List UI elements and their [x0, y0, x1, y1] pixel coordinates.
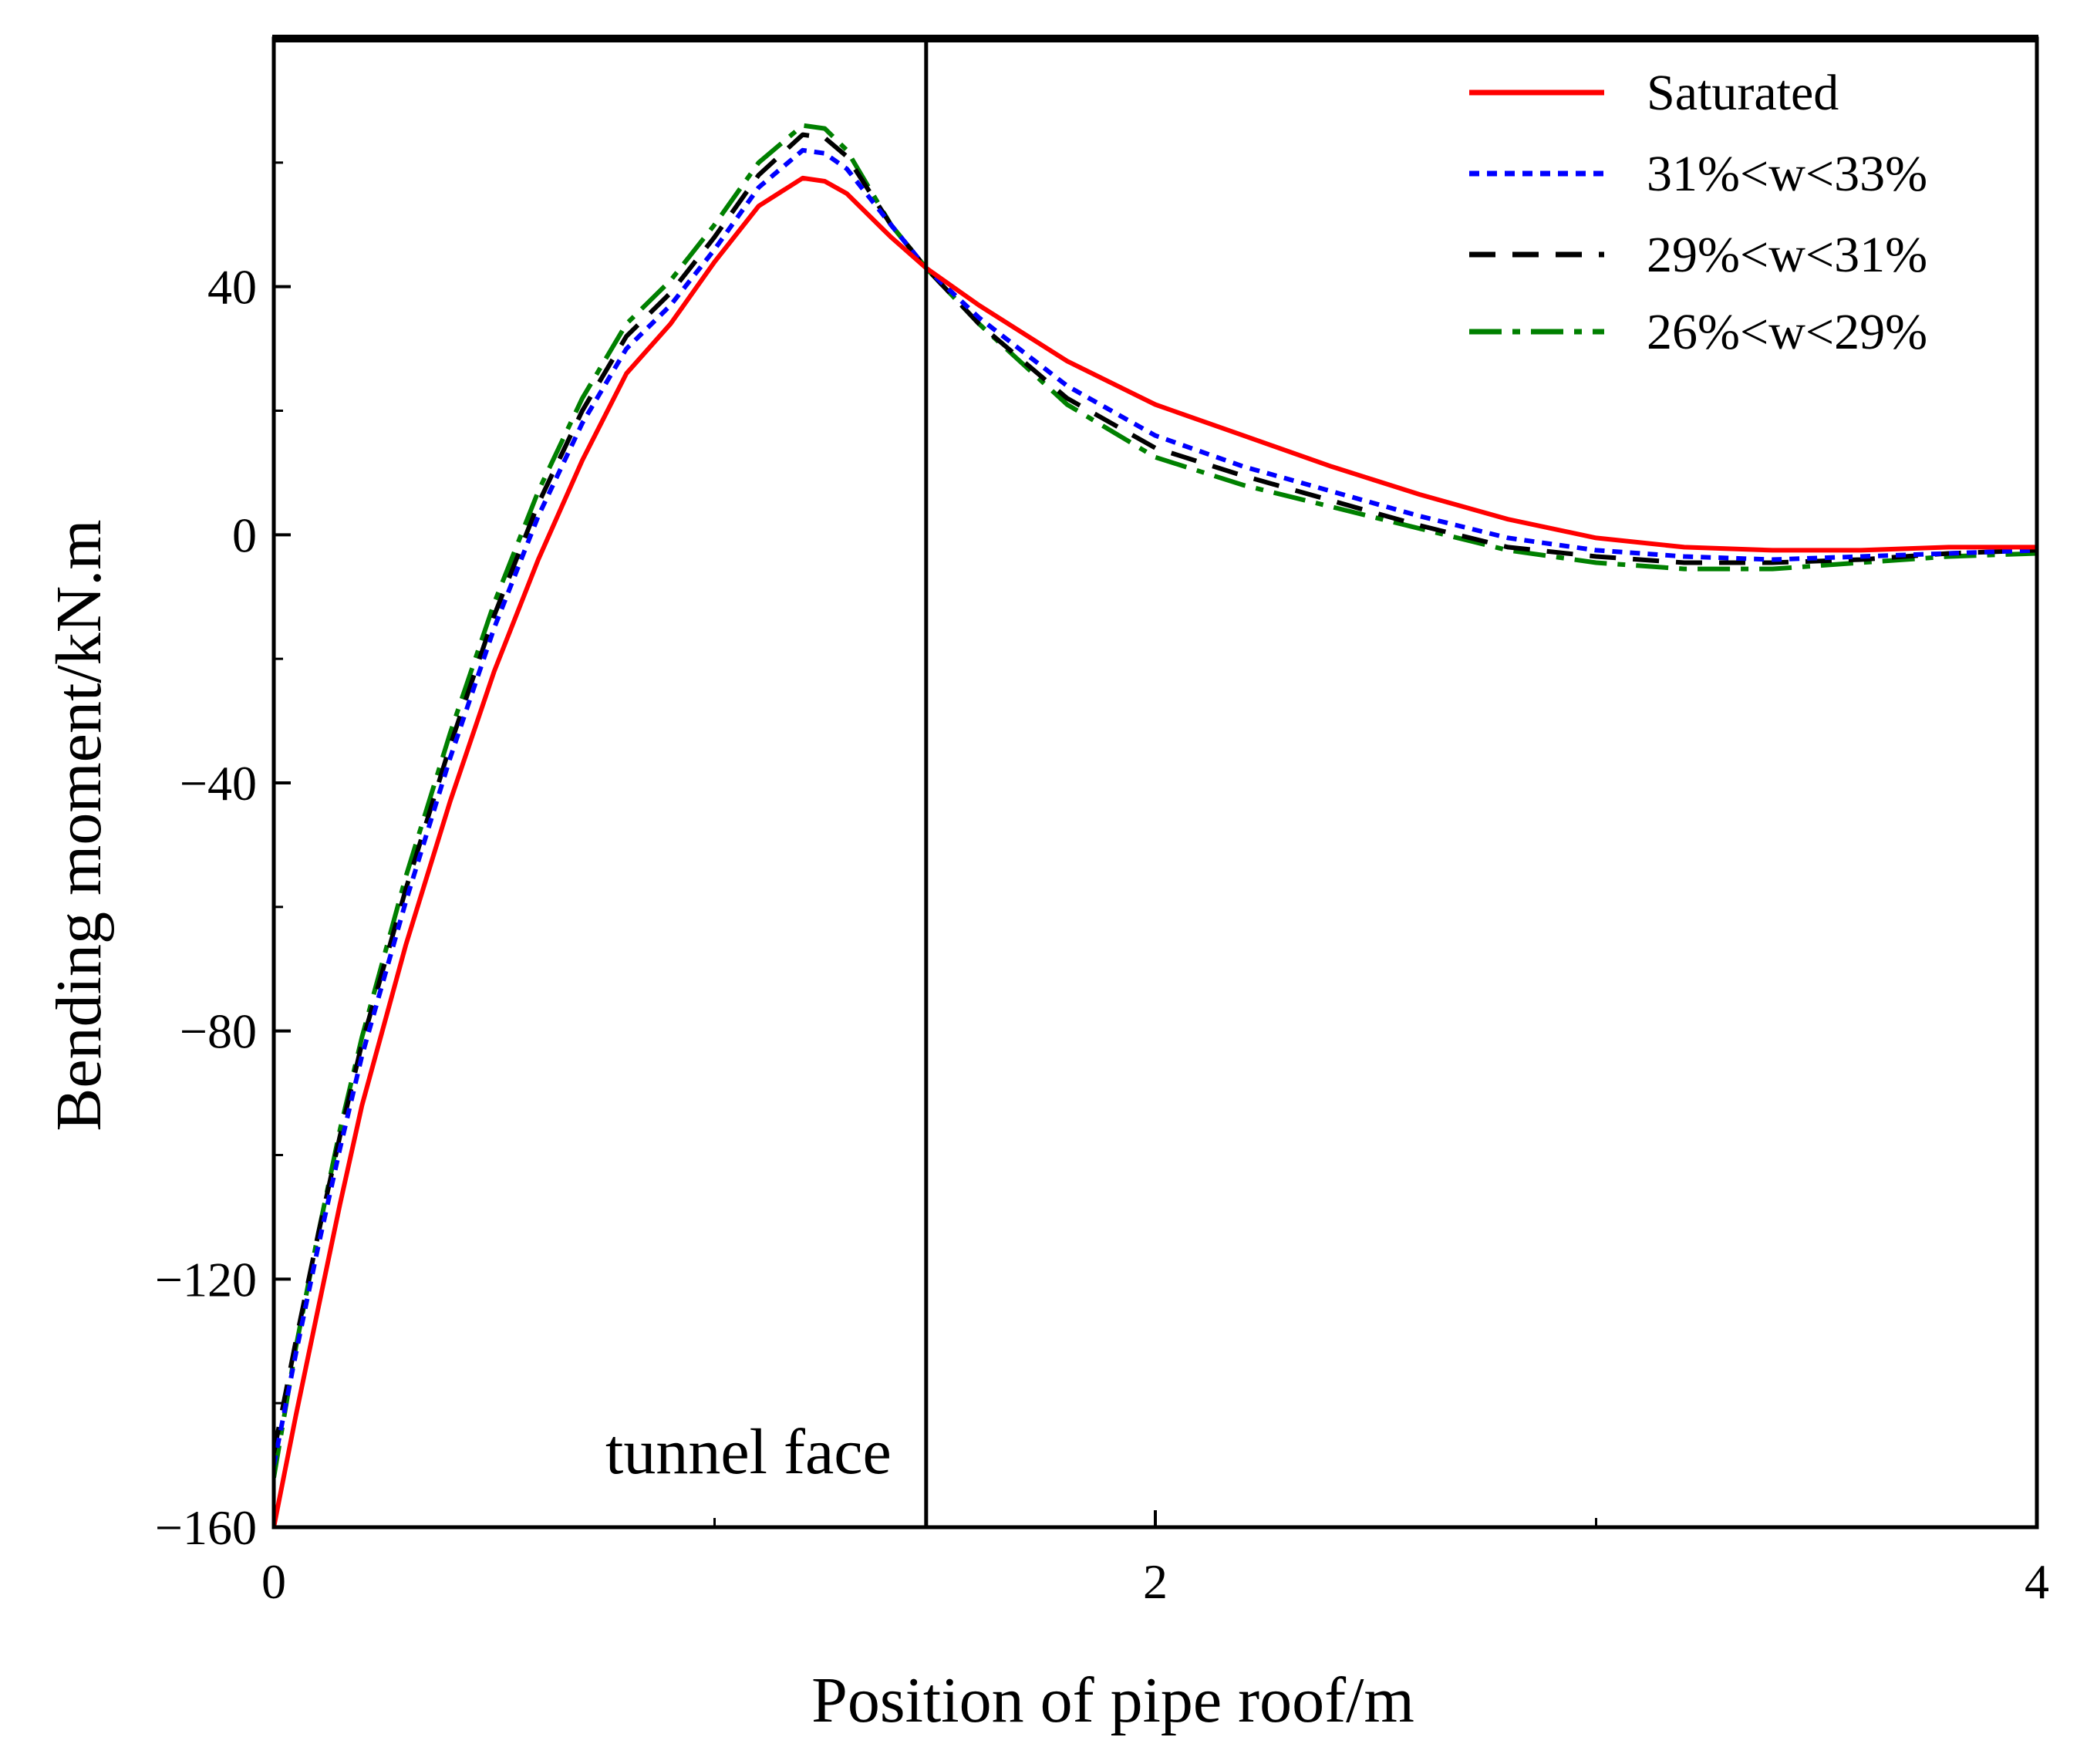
legend-label-2: 31%<w<33% [1647, 146, 1927, 202]
x-axis-title: Position of pipe roof/m [811, 1665, 1414, 1736]
legend-label-3: 29%<w<31% [1647, 227, 1927, 283]
y-tick-label: −80 [180, 1004, 257, 1059]
tunnel-face-label: tunnel face [605, 1416, 892, 1488]
legend-label-1: Saturated [1647, 65, 1839, 121]
legend: Saturated 31%<w<33% 29%<w<31% 26%<w<29% [1469, 65, 1927, 360]
y-tick-label: −40 [180, 756, 257, 811]
legend-label-4: 26%<w<29% [1647, 304, 1927, 360]
series-layer [274, 123, 2037, 1527]
y-tick-label: −160 [155, 1500, 257, 1555]
y-tick-label: −120 [155, 1252, 257, 1307]
x-tick-label: 2 [1143, 1554, 1168, 1609]
y-tick-label: 0 [232, 508, 257, 562]
plot-frame [271, 35, 2039, 1530]
annotation-layer: tunnel face [605, 39, 929, 1527]
y-axis-title: Bending moment/kN.m [43, 519, 115, 1131]
tick-layer: −160 −120 −80 −40 0 40 0 2 4 [155, 161, 2049, 1609]
y-tick-label: 40 [207, 260, 257, 315]
series-line-3 [274, 132, 2037, 1454]
series-line-4 [274, 123, 2037, 1479]
x-tick-label: 0 [261, 1554, 286, 1609]
x-tick-label: 4 [2025, 1554, 2049, 1609]
series-line-1 [274, 175, 2037, 1527]
series-line-2 [274, 147, 2037, 1466]
